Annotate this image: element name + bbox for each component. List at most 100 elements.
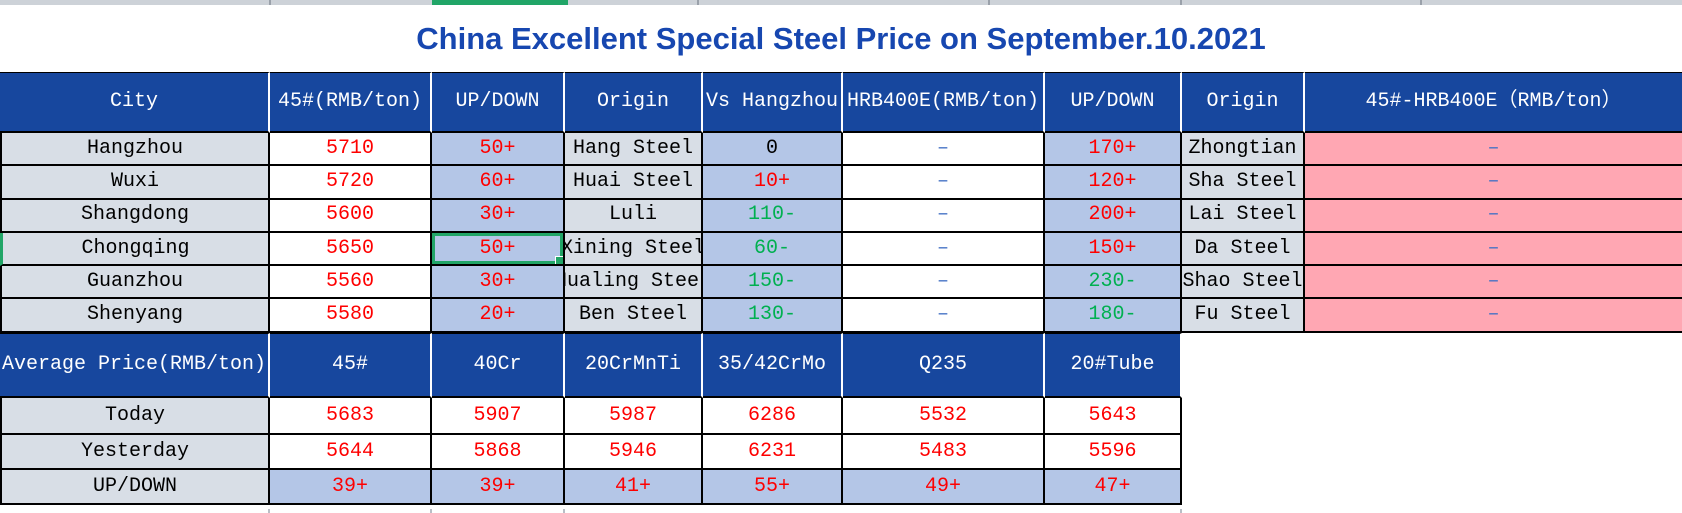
- avg-cell-45-today[interactable]: 5683: [270, 398, 432, 435]
- cell-vs-hangzhou[interactable]: 130-: [703, 299, 843, 333]
- cell-45-price[interactable]: 5580: [270, 299, 432, 333]
- avg-header-3542crmo[interactable]: 35/42CrMo: [703, 333, 843, 398]
- cell-updown-45[interactable]: 30+: [432, 199, 565, 233]
- cell-updown-hrb[interactable]: 170+: [1045, 133, 1182, 167]
- cell-city[interactable]: Wuxi: [0, 166, 270, 200]
- cell-city[interactable]: Guanzhou: [0, 266, 270, 300]
- avg-cell-3542crmo-yesterday[interactable]: 6231: [703, 435, 843, 470]
- cell-updown-45[interactable]: 50+: [432, 133, 565, 167]
- cell-45-price[interactable]: 5720: [270, 166, 432, 200]
- avg-header-20crmnti[interactable]: 20CrMnTi: [565, 333, 703, 398]
- cell-city[interactable]: Hangzhou: [0, 133, 270, 167]
- cell-vs-hangzhou[interactable]: 110-: [703, 199, 843, 233]
- avg-header-label[interactable]: Average Price(RMB/ton): [0, 333, 270, 398]
- row-label-yesterday[interactable]: Yesterday: [0, 435, 270, 470]
- avg-cell-3542crmo-updown[interactable]: 55+: [703, 470, 843, 505]
- avg-header-45[interactable]: 45#: [270, 333, 432, 398]
- cell-45-minus-hrb[interactable]: –: [1305, 199, 1682, 233]
- col-header-city[interactable]: City: [0, 72, 270, 133]
- cell-updown-45[interactable]: 60+: [432, 166, 565, 200]
- grid-tick: [697, 0, 699, 5]
- cell-45-minus-hrb[interactable]: –: [1305, 299, 1682, 333]
- cell-45-minus-hrb[interactable]: –: [1305, 266, 1682, 300]
- cell-origin-45[interactable]: Hualing Steel: [565, 266, 703, 300]
- cell-origin-hrb[interactable]: Da Steel: [1182, 232, 1305, 267]
- cell-origin-hrb[interactable]: Fu Steel: [1182, 299, 1305, 333]
- cell-origin-45[interactable]: Luli: [565, 199, 703, 233]
- avg-cell-q235-yesterday[interactable]: 5483: [843, 435, 1045, 470]
- avg-cell-20crmnti-today[interactable]: 5987: [565, 398, 703, 435]
- avg-header-20tube[interactable]: 20#Tube: [1045, 333, 1182, 398]
- col-header-updown-hrb[interactable]: UP/DOWN: [1045, 72, 1182, 133]
- row-label-updown[interactable]: UP/DOWN: [0, 470, 270, 505]
- avg-cell-40cr-updown[interactable]: 39+: [432, 470, 565, 505]
- avg-cell-45-yesterday[interactable]: 5644: [270, 435, 432, 470]
- col-header-hrb400e-price[interactable]: HRB400E(RMB/ton): [843, 72, 1045, 133]
- cell-45-minus-hrb[interactable]: –: [1305, 232, 1682, 267]
- average-price-table: Average Price(RMB/ton) 45# 40Cr 20CrMnTi…: [0, 333, 1182, 505]
- cell-hrb400e-price[interactable]: –: [843, 166, 1045, 200]
- cell-origin-hrb[interactable]: Shao Steel: [1182, 266, 1305, 300]
- cell-vs-hangzhou[interactable]: 0: [703, 133, 843, 167]
- cell-city[interactable]: Shangdong: [0, 199, 270, 233]
- cell-origin-45[interactable]: Huai Steel: [565, 166, 703, 200]
- sheet-top-edge: [0, 0, 1682, 5]
- grid-tick: [269, 0, 271, 5]
- sheet-bottom-edge: [0, 505, 1682, 513]
- cell-hrb400e-price[interactable]: –: [843, 299, 1045, 333]
- cell-city[interactable]: Chongqing: [0, 232, 270, 267]
- cell-updown-hrb[interactable]: 230-: [1045, 266, 1182, 300]
- avg-cell-45-updown[interactable]: 39+: [270, 470, 432, 505]
- avg-cell-40cr-today[interactable]: 5907: [432, 398, 565, 435]
- avg-cell-q235-today[interactable]: 5532: [843, 398, 1045, 435]
- cell-45-minus-hrb[interactable]: –: [1305, 166, 1682, 200]
- cell-updown-hrb[interactable]: 180-: [1045, 299, 1182, 333]
- avg-cell-20tube-today[interactable]: 5643: [1045, 398, 1182, 435]
- avg-header-40cr[interactable]: 40Cr: [432, 333, 565, 398]
- cell-hrb400e-price[interactable]: –: [843, 133, 1045, 167]
- cell-updown-hrb[interactable]: 200+: [1045, 199, 1182, 233]
- cell-45-price[interactable]: 5600: [270, 199, 432, 233]
- cell-origin-45[interactable]: Hang Steel: [565, 133, 703, 167]
- col-header-origin-45[interactable]: Origin: [565, 72, 703, 133]
- cell-origin-hrb[interactable]: Zhongtian: [1182, 133, 1305, 167]
- cell-45-price[interactable]: 5650: [270, 232, 432, 267]
- cell-updown-45-selected[interactable]: 50+: [432, 232, 565, 267]
- cell-updown-hrb[interactable]: 150+: [1045, 232, 1182, 267]
- cell-vs-hangzhou[interactable]: 10+: [703, 166, 843, 200]
- cell-45-minus-hrb[interactable]: –: [1305, 133, 1682, 167]
- col-header-45-price[interactable]: 45#(RMB/ton): [270, 72, 432, 133]
- col-header-origin-hrb[interactable]: Origin: [1182, 72, 1305, 133]
- avg-cell-40cr-yesterday[interactable]: 5868: [432, 435, 565, 470]
- cell-updown-45[interactable]: 20+: [432, 299, 565, 333]
- cell-45-price[interactable]: 5710: [270, 133, 432, 167]
- price-table: City 45#(RMB/ton) UP/DOWN Origin Vs Hang…: [0, 72, 1682, 333]
- avg-cell-20crmnti-updown[interactable]: 41+: [565, 470, 703, 505]
- cell-hrb400e-price[interactable]: –: [843, 266, 1045, 300]
- title-row: China Excellent Special Steel Price on S…: [0, 5, 1682, 72]
- col-header-vs-hangzhou[interactable]: Vs Hangzhou: [703, 72, 843, 133]
- cell-origin-45[interactable]: Xining Steel: [565, 232, 703, 267]
- avg-cell-20tube-updown[interactable]: 47+: [1045, 470, 1182, 505]
- cell-updown-45[interactable]: 30+: [432, 266, 565, 300]
- cell-vs-hangzhou[interactable]: 150-: [703, 266, 843, 300]
- grid-tick: [1420, 0, 1422, 5]
- grid-tick: [430, 509, 432, 513]
- row-label-today[interactable]: Today: [0, 398, 270, 435]
- avg-cell-q235-updown[interactable]: 49+: [843, 470, 1045, 505]
- cell-hrb400e-price[interactable]: –: [843, 232, 1045, 267]
- avg-cell-20tube-yesterday[interactable]: 5596: [1045, 435, 1182, 470]
- cell-city[interactable]: Shenyang: [0, 299, 270, 333]
- avg-cell-20crmnti-yesterday[interactable]: 5946: [565, 435, 703, 470]
- cell-vs-hangzhou[interactable]: 60-: [703, 232, 843, 267]
- cell-updown-hrb[interactable]: 120+: [1045, 166, 1182, 200]
- cell-hrb400e-price[interactable]: –: [843, 199, 1045, 233]
- cell-origin-45[interactable]: Ben Steel: [565, 299, 703, 333]
- cell-45-price[interactable]: 5560: [270, 266, 432, 300]
- avg-header-q235[interactable]: Q235: [843, 333, 1045, 398]
- col-header-updown-45[interactable]: UP/DOWN: [432, 72, 565, 133]
- col-header-45-minus-hrb400e[interactable]: 45#-HRB400E（RMB/ton）: [1305, 72, 1682, 133]
- cell-origin-hrb[interactable]: Lai Steel: [1182, 199, 1305, 233]
- avg-cell-3542crmo-today[interactable]: 6286: [703, 398, 843, 435]
- cell-origin-hrb[interactable]: Sha Steel: [1182, 166, 1305, 200]
